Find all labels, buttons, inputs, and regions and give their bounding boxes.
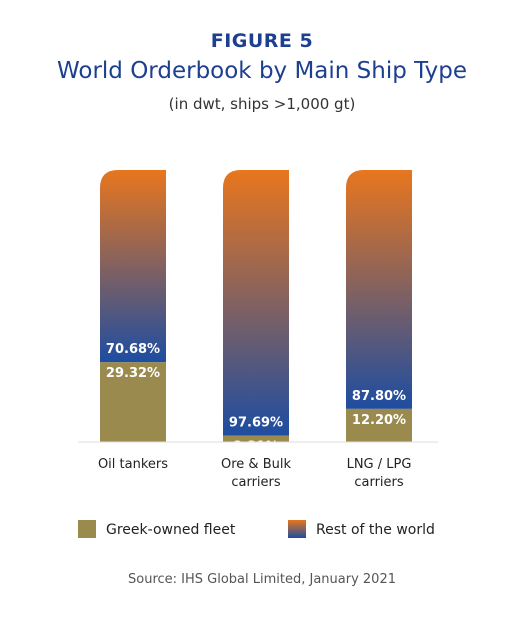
data-label-greek: 12.20%	[352, 413, 406, 428]
category-label: Ore & Bulk	[221, 457, 291, 472]
data-label-greek: 29.32%	[106, 366, 160, 381]
bars-group: 70.68% 29.32% 97.69% 2.31% 87.80% 12.20%	[78, 170, 438, 455]
legend-greek-label: Greek-owned fleet	[106, 522, 236, 538]
data-label-rest: 97.69%	[229, 416, 283, 431]
data-label-greek: 2.31%	[233, 440, 278, 455]
stacked-bar-chart: 70.68% 29.32% 97.69% 2.31% 87.80% 12.20% Oil …	[78, 170, 438, 538]
category-label: carriers	[354, 475, 404, 490]
chart-title: World Orderbook by Main Ship Type	[56, 58, 467, 84]
bar-segment-greek	[346, 408, 412, 442]
data-label-rest: 87.80%	[352, 389, 406, 404]
category-label: carriers	[231, 475, 281, 490]
category-label: Oil tankers	[98, 457, 168, 472]
bar-segment-rest	[223, 170, 289, 436]
legend: Greek-owned fleet Rest of the world	[78, 520, 435, 538]
data-label-rest: 70.68%	[106, 342, 160, 357]
chart-subtitle: (in dwt, ships >1,000 gt)	[168, 95, 356, 113]
bar-segment-greek	[223, 435, 289, 442]
figure-label: FIGURE 5	[210, 30, 314, 52]
category-labels: Oil tankers Ore & Bulk carriers LNG / LPG ca…	[98, 457, 411, 490]
bar-segment-rest	[346, 170, 412, 409]
bar-segment-greek	[100, 362, 166, 442]
bar-segment-rest	[100, 170, 166, 363]
source-note: Source: IHS Global Limited, January 2021	[128, 572, 396, 587]
legend-rest-swatch	[288, 520, 306, 538]
legend-greek-swatch	[78, 520, 96, 538]
legend-rest-label: Rest of the world	[316, 522, 435, 538]
category-label: LNG / LPG	[347, 457, 412, 472]
figure-card: FIGURE 5 World Orderbook by Main Ship Ty…	[8, 0, 516, 626]
